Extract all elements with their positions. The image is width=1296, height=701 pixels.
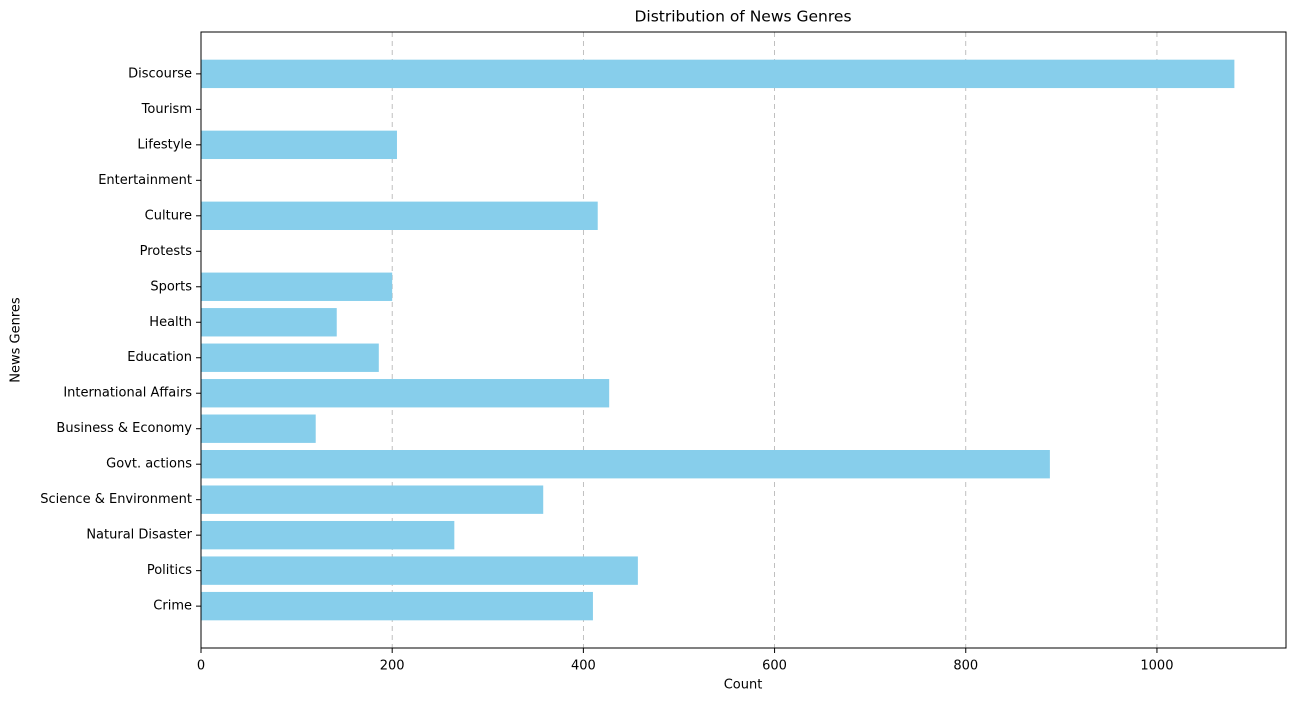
y-tick-label: Lifestyle [137,137,192,152]
y-tick-label: Entertainment [98,173,192,188]
bar [201,379,610,408]
y-tick-label: Tourism [141,102,192,117]
y-tick-label: Discourse [128,66,192,81]
y-tick-label: Culture [145,208,192,223]
y-tick-label: Govt. actions [106,457,192,472]
x-tick-label: 200 [380,659,405,674]
y-tick-label: Natural Disaster [86,528,192,543]
bar [201,520,455,550]
bar [201,308,337,337]
y-tick-label: Protests [140,244,193,259]
bar [201,272,393,301]
bar [201,556,638,585]
y-tick-label: Education [127,350,192,365]
y-tick-label: Business & Economy [56,421,192,436]
y-axis-label: News Genres [9,297,24,383]
y-tick-label: Crime [153,599,192,614]
x-tick-label: 1000 [1140,659,1173,674]
chart-title: Distribution of News Genres [634,8,851,26]
y-tick-label: Politics [147,563,192,578]
x-tick-label: 600 [762,659,787,674]
bar [201,130,397,160]
y-tick-label: Sports [150,279,192,294]
bar [201,485,544,514]
bar [201,59,1235,89]
x-tick-label: 0 [197,659,205,674]
y-tick-label: International Affairs [63,386,192,401]
bar [201,343,379,372]
x-axis-label: Count [724,678,763,693]
x-tick-label: 800 [953,659,978,674]
bar [201,450,1050,479]
x-tick-label: 400 [571,659,596,674]
y-tick-label: Health [149,315,192,330]
bar [201,201,598,230]
plot-frame [200,31,1287,649]
bar [201,414,316,443]
y-tick-label: Science & Environment [40,492,192,507]
bar [201,591,593,621]
